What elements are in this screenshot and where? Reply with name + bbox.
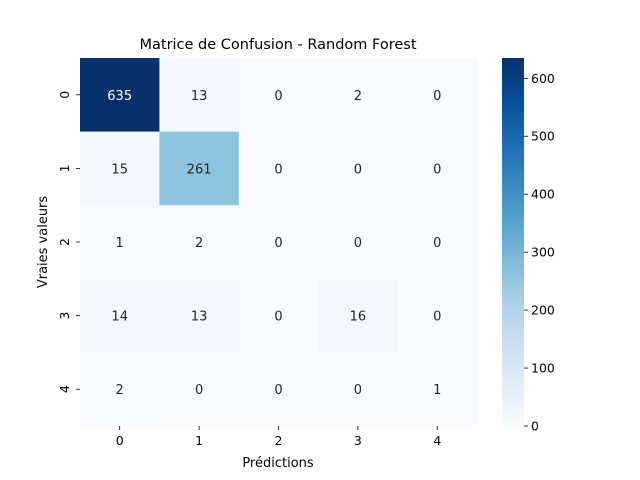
heatmap-cell xyxy=(318,352,399,427)
y-tick-label: 1 xyxy=(57,164,72,172)
cell-value-label: 0 xyxy=(433,236,441,251)
colorbar-tick-label: 600 xyxy=(531,71,555,86)
cell-value-label: 16 xyxy=(350,310,367,325)
x-tick-label: 1 xyxy=(195,433,203,448)
colorbar-tick-label: 0 xyxy=(531,419,539,434)
heatmap-cell xyxy=(80,352,160,427)
colorbar-tick-label: 300 xyxy=(531,245,555,260)
heatmap-cell xyxy=(318,278,399,353)
heatmap-cell xyxy=(397,58,478,133)
x-tick-label: 0 xyxy=(116,433,124,448)
y-tick-label: 3 xyxy=(57,312,72,320)
heatmap-cell xyxy=(80,131,160,206)
x-tick-label: 3 xyxy=(354,433,362,448)
heatmap-cells: 635 13 0 2 0 15 261 0 0 0 1 2 0 0 0 14 13 0 16 0 2 0 0 0 1 xyxy=(80,58,478,427)
cell-value-label: 0 xyxy=(433,310,441,325)
heatmap-cell xyxy=(159,352,240,427)
heatmap-cell xyxy=(159,58,240,133)
cell-value-label: 0 xyxy=(433,162,441,177)
cell-value-label: 1 xyxy=(433,383,441,398)
heatmap-cell xyxy=(80,58,160,133)
heatmap-cell xyxy=(238,278,319,353)
x-axis-label: Prédictions xyxy=(242,456,314,471)
heatmap-cell xyxy=(318,205,399,280)
y-axis-ticks: 0 1 2 3 4 xyxy=(57,91,80,393)
cell-value-label: 2 xyxy=(116,383,124,398)
cell-value-label: 14 xyxy=(111,310,128,325)
cell-value-label: 0 xyxy=(274,383,282,398)
heatmap-cell xyxy=(80,205,160,280)
heatmap-cell xyxy=(397,131,478,206)
chart-title: Matrice de Confusion - Random Forest xyxy=(139,37,416,53)
heatmap-cell xyxy=(238,131,319,206)
colorbar-tick-label: 200 xyxy=(531,303,555,318)
heatmap-cell xyxy=(159,278,240,353)
cell-value-label: 0 xyxy=(274,89,282,104)
y-tick-label: 0 xyxy=(57,91,72,99)
heatmap-cell xyxy=(159,205,240,280)
cell-value-label: 1 xyxy=(116,236,124,251)
cell-value-label: 635 xyxy=(107,89,132,104)
y-axis-label: Vraies valeurs xyxy=(36,196,51,289)
heatmap-cell xyxy=(238,58,319,133)
heatmap-cell xyxy=(318,58,399,133)
colorbar-gradient xyxy=(502,58,524,426)
y-tick-label: 2 xyxy=(57,238,72,246)
heatmap-cell xyxy=(159,131,240,206)
heatmap-cell xyxy=(238,205,319,280)
cell-value-label: 13 xyxy=(191,310,208,325)
heatmap-cell xyxy=(397,352,478,427)
cell-value-label: 13 xyxy=(191,89,208,104)
cell-value-label: 2 xyxy=(195,236,203,251)
colorbar-tick-label: 500 xyxy=(531,129,555,144)
heatmap-cell xyxy=(238,352,319,427)
cell-value-label: 0 xyxy=(274,310,282,325)
heatmap-cell xyxy=(397,278,478,353)
cell-value-label: 0 xyxy=(433,89,441,104)
cell-value-label: 0 xyxy=(274,236,282,251)
cell-value-label: 0 xyxy=(354,236,362,251)
x-tick-label: 2 xyxy=(275,433,283,448)
x-tick-label: 4 xyxy=(433,433,441,448)
heatmap-cell xyxy=(80,278,160,353)
cell-value-label: 0 xyxy=(195,383,203,398)
cell-value-label: 0 xyxy=(274,162,282,177)
heatmap-cell xyxy=(318,131,399,206)
x-axis-ticks: 0 1 2 3 4 xyxy=(116,426,441,448)
heatmap-cell xyxy=(397,205,478,280)
colorbar: 0 100 200 300 400 500 600 xyxy=(502,58,555,434)
cell-value-label: 261 xyxy=(187,162,212,177)
cell-value-label: 0 xyxy=(354,162,362,177)
cell-value-label: 15 xyxy=(111,162,128,177)
colorbar-tick-label: 100 xyxy=(531,361,555,376)
colorbar-ticks: 0 100 200 300 400 500 600 xyxy=(524,71,555,434)
y-tick-label: 4 xyxy=(57,385,72,393)
colorbar-tick-label: 400 xyxy=(531,187,555,202)
cell-value-label: 2 xyxy=(354,89,362,104)
cell-value-label: 0 xyxy=(354,383,362,398)
